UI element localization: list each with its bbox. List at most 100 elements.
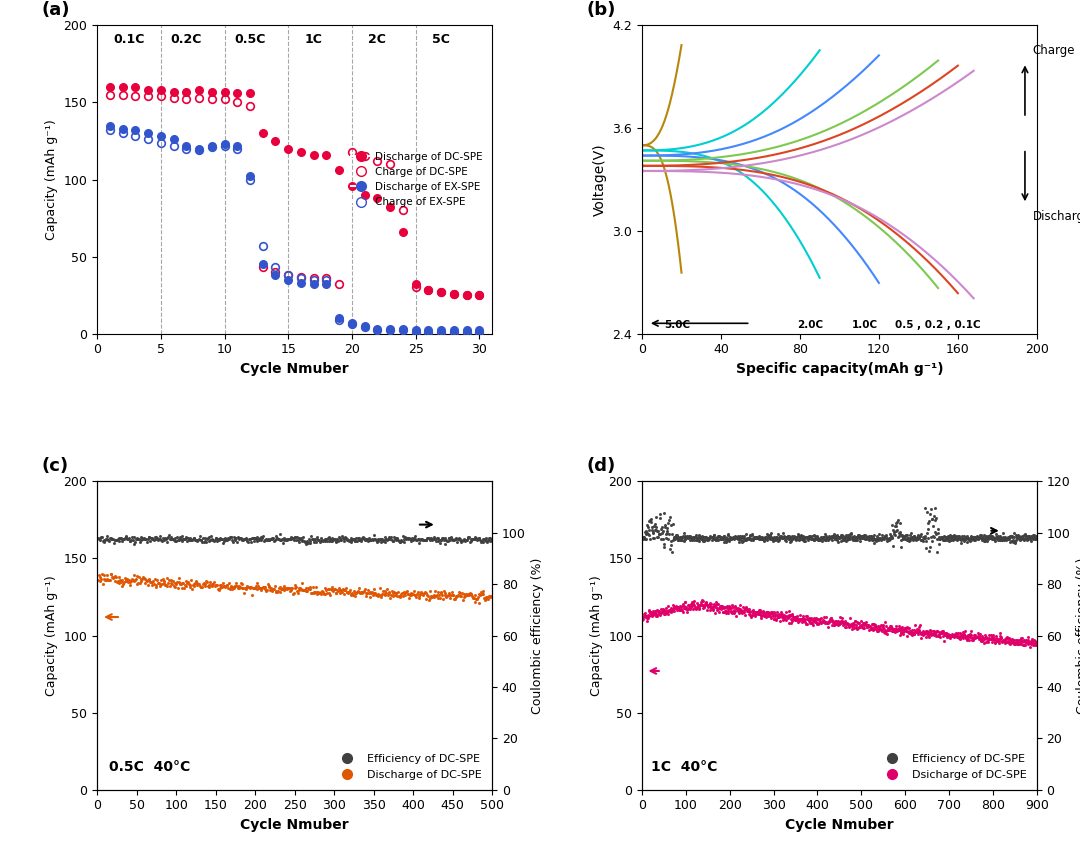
Point	[134, 531, 151, 544]
Point	[354, 585, 372, 599]
Point	[134, 532, 151, 546]
Point	[234, 582, 252, 595]
Point	[1010, 528, 1027, 542]
Point	[1027, 638, 1044, 652]
Point	[643, 608, 660, 621]
Point	[814, 530, 832, 543]
Point	[904, 628, 921, 642]
Point	[266, 579, 283, 593]
Point	[690, 528, 707, 542]
Point	[234, 533, 252, 547]
Point	[933, 531, 950, 544]
Point	[445, 533, 462, 547]
Point	[777, 612, 794, 626]
Point	[367, 533, 384, 547]
Point	[815, 532, 833, 546]
Point	[726, 531, 743, 544]
Point	[674, 599, 691, 612]
Point	[217, 533, 234, 547]
Point	[127, 572, 145, 586]
Point	[472, 533, 489, 547]
Point	[1016, 635, 1034, 649]
Point	[204, 533, 221, 547]
Point	[984, 633, 1001, 646]
Point	[202, 530, 219, 543]
Point	[272, 580, 289, 593]
Point	[416, 587, 433, 600]
Point	[201, 578, 218, 592]
Point	[111, 531, 129, 545]
Point	[326, 582, 343, 596]
Point	[313, 585, 330, 599]
Point	[373, 532, 390, 546]
Point	[467, 530, 484, 543]
Point	[764, 531, 781, 545]
Point	[726, 604, 743, 617]
Point	[961, 627, 978, 641]
Point	[804, 532, 821, 546]
Point	[459, 531, 476, 545]
Point	[964, 633, 982, 647]
Point	[916, 627, 933, 640]
Point	[872, 619, 889, 633]
Point	[772, 531, 789, 544]
Point	[848, 618, 865, 632]
Point	[146, 531, 163, 544]
Point	[920, 545, 937, 559]
Point	[761, 605, 779, 619]
Point	[889, 515, 906, 529]
Point	[392, 533, 409, 547]
Point	[664, 533, 681, 547]
Point	[675, 526, 692, 540]
Point	[310, 587, 327, 600]
Point	[121, 576, 138, 589]
Point	[937, 626, 955, 639]
Point	[375, 534, 392, 548]
Point	[684, 532, 701, 546]
Point	[829, 535, 847, 548]
Point	[119, 532, 136, 546]
Point	[97, 573, 114, 587]
Point	[637, 609, 654, 622]
Point	[1012, 633, 1029, 647]
Point	[480, 533, 497, 547]
Point	[131, 571, 148, 584]
Point	[363, 585, 380, 599]
Point	[460, 531, 477, 544]
Point	[230, 581, 247, 594]
Point	[239, 580, 256, 593]
Point	[265, 582, 282, 596]
Point	[379, 532, 396, 546]
Point	[453, 589, 470, 603]
Point	[293, 582, 310, 596]
Point	[635, 530, 652, 543]
Point	[456, 532, 473, 546]
Point	[785, 610, 802, 624]
Point	[890, 530, 907, 543]
Point	[978, 531, 996, 545]
Point	[778, 613, 795, 627]
Point	[113, 580, 131, 593]
Point	[477, 535, 495, 548]
Point	[635, 531, 652, 544]
Point	[705, 598, 723, 611]
Point	[453, 536, 470, 549]
Point	[167, 577, 185, 591]
Point	[666, 600, 684, 614]
Point	[395, 587, 413, 600]
Point	[377, 530, 394, 543]
Point	[881, 527, 899, 541]
Point	[664, 517, 681, 531]
Point	[177, 530, 194, 543]
Point	[195, 576, 213, 590]
Point	[804, 532, 821, 546]
Point	[993, 632, 1010, 645]
Point	[210, 532, 227, 546]
Point	[275, 533, 293, 547]
Point	[213, 531, 230, 545]
Point	[660, 604, 677, 618]
Point	[719, 527, 737, 541]
Point	[915, 534, 932, 548]
Point	[103, 531, 120, 545]
Point	[670, 600, 687, 614]
